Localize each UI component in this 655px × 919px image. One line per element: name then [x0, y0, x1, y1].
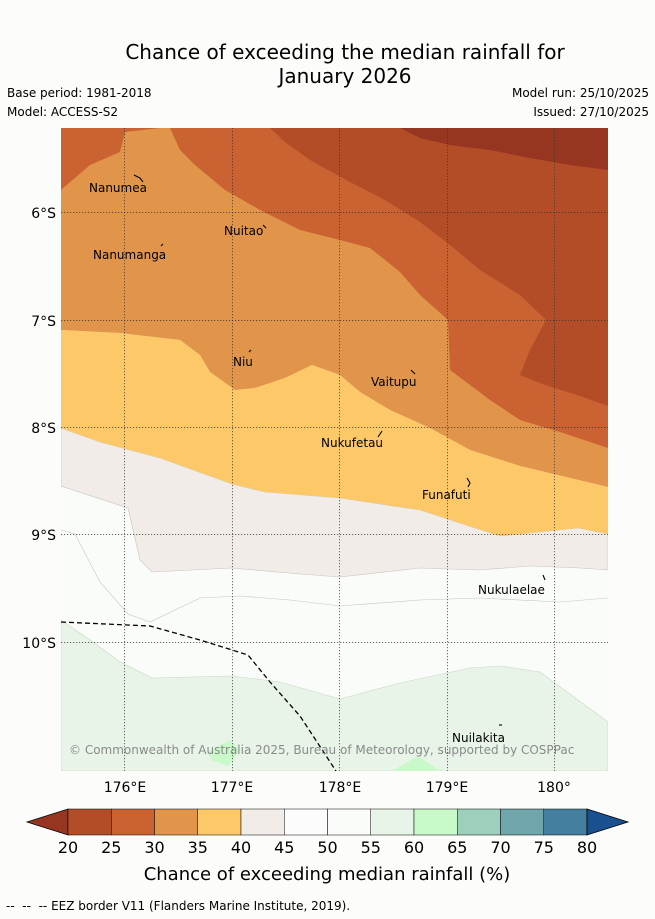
colorbar-under-arrow — [25, 808, 69, 836]
eez-border — [60, 621, 337, 772]
colorbar-label: Chance of exceeding median rainfall (%) — [144, 864, 511, 885]
contour-35-40 — [61, 330, 608, 536]
colorbar-cell-40-45 — [240, 808, 285, 836]
title-line-1: Chance of exceeding the median rainfall … — [125, 40, 565, 64]
lat-tick-7: 7°S — [31, 314, 56, 330]
colorbar: 20 25 30 35 40 45 50 55 60 65 70 75 80 Chance of exc… — [25, 808, 630, 885]
lon-tick-177: 177°E — [211, 780, 254, 796]
base-period: Base period: 1981-2018 — [7, 86, 152, 100]
place-label-funafuti: Funafuti — [422, 488, 471, 502]
lon-tick-176: 176°E — [104, 780, 147, 796]
colorbar-tick-20: 20 — [58, 838, 78, 857]
contour-60-65-a — [207, 740, 240, 766]
contour-60-65-b — [392, 756, 440, 771]
island-nanumea — [133, 174, 144, 183]
contour-55-60 — [61, 619, 608, 771]
issued-date: Issued: 27/10/2025 — [533, 105, 649, 119]
lon-tick-180: 180° — [537, 780, 571, 796]
island-nanumanga — [160, 243, 164, 247]
colorbar-tick-50: 50 — [317, 838, 337, 857]
eez-line-symbol: -- -- -- — [6, 899, 52, 913]
place-label-nukufetau: Nukufetau — [321, 436, 383, 450]
eez-legend: -- -- -- EEZ border V11 (Flanders Marine… — [6, 899, 350, 913]
colorbar-cell-75-80 — [543, 808, 588, 836]
colorbar-cell-70-75 — [500, 808, 544, 836]
island-nukufetau — [377, 430, 383, 438]
title-line-2: January 2026 — [278, 64, 412, 88]
colorbar-over-arrow — [586, 808, 630, 836]
eez-note: EEZ border V11 (Flanders Marine Institut… — [51, 899, 351, 913]
colorbar-cells — [67, 808, 588, 836]
colorbar-tick-80: 80 — [577, 838, 597, 857]
island-niu — [248, 349, 252, 353]
lat-tick-10: 10°S — [22, 636, 56, 652]
island-vaitupu — [410, 369, 416, 375]
island-funafuti — [466, 477, 471, 488]
map-title: Chance of exceeding the median rainfall … — [0, 40, 655, 88]
latitude-axis: 6°S 7°S 8°S 9°S 10°S — [22, 206, 56, 652]
model-run: Model run: 25/10/2025 — [511, 86, 649, 100]
colorbar-cell-45-50 — [284, 808, 328, 836]
contour-50-55-line — [61, 529, 608, 623]
place-labels: Nanumea Nuitao Nanumanga Niu Vaitupu Nuk… — [89, 181, 545, 745]
colorbar-tick-75: 75 — [534, 838, 554, 857]
island-outlines — [133, 174, 546, 726]
colorbar-tick-25: 25 — [101, 838, 121, 857]
copyright-notice: © Commonwealth of Australia 2025, Bureau… — [69, 743, 574, 757]
longitude-axis: 176°E 177°E 178°E 179°E 180° — [104, 780, 571, 796]
colorbar-tick-55: 55 — [361, 838, 381, 857]
place-label-nanumanga: Nanumanga — [93, 248, 166, 262]
colorbar-cell-20-25 — [67, 808, 112, 836]
colorbar-cell-30-35 — [154, 808, 198, 836]
colorbar-tick-60: 60 — [404, 838, 424, 857]
colorbar-tick-70: 70 — [490, 838, 510, 857]
colorbar-tick-30: 30 — [144, 838, 164, 857]
contour-below-20 — [400, 128, 608, 170]
model-name: Model: ACCESS-S2 — [7, 105, 119, 119]
rainfall-contours — [61, 128, 608, 771]
place-label-vaitupu: Vaitupu — [371, 375, 417, 389]
place-label-nanumea: Nanumea — [89, 181, 147, 195]
place-label-niu: Niu — [233, 355, 253, 369]
colorbar-cell-55-60 — [370, 808, 415, 836]
colorbar-cell-35-40 — [197, 808, 242, 836]
lon-tick-179: 179°E — [426, 780, 469, 796]
colorbar-tick-45: 45 — [274, 838, 294, 857]
colorbar-ticks: 20 25 30 35 40 45 50 55 60 65 70 75 80 — [58, 838, 597, 857]
place-label-nuilakita: Nuilakita — [452, 731, 505, 745]
colorbar-tick-65: 65 — [447, 838, 467, 857]
place-label-nukulaelae: Nukulaelae — [478, 583, 545, 597]
colorbar-cell-50-55 — [327, 808, 371, 836]
island-nuitao — [262, 224, 267, 229]
place-label-nuitao: Nuitao — [224, 224, 263, 238]
lat-tick-9: 9°S — [31, 528, 56, 544]
map-gridlines — [61, 128, 608, 771]
colorbar-tick-40: 40 — [231, 838, 251, 857]
colorbar-cell-65-70 — [457, 808, 501, 836]
island-nukulaelae — [542, 574, 546, 581]
colorbar-cell-25-30 — [111, 808, 155, 836]
lon-tick-178: 178°E — [319, 780, 362, 796]
colorbar-cell-60-65 — [413, 808, 458, 836]
colorbar-tick-35: 35 — [188, 838, 208, 857]
lat-tick-8: 8°S — [31, 421, 56, 437]
contour-20-25 — [270, 128, 608, 406]
lat-tick-6: 6°S — [31, 206, 56, 222]
